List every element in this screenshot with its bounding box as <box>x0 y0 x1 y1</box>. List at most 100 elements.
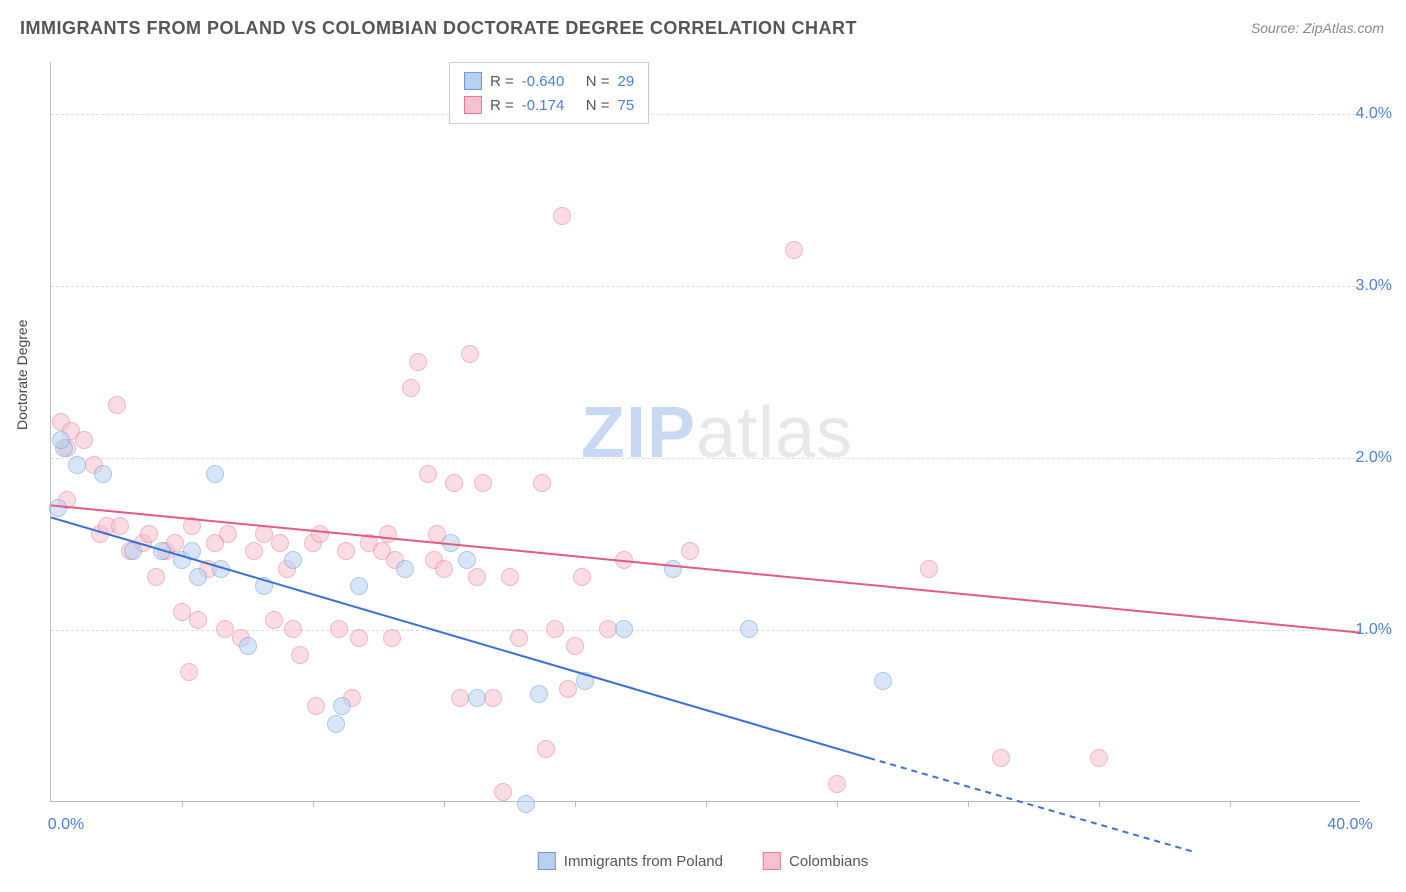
data-point <box>458 551 476 569</box>
x-tick <box>182 801 183 807</box>
data-point <box>124 542 142 560</box>
gridline-h <box>51 286 1360 287</box>
data-point <box>451 689 469 707</box>
chart-title: IMMIGRANTS FROM POLAND VS COLOMBIAN DOCT… <box>20 18 857 39</box>
data-point <box>75 431 93 449</box>
plot-area: ZIPatlas R = -0.640 N = 29 R = -0.174 N … <box>50 62 1360 802</box>
legend-row-colombians: R = -0.174 N = 75 <box>464 93 634 117</box>
data-point <box>419 465 437 483</box>
data-point <box>445 474 463 492</box>
data-point <box>1090 749 1108 767</box>
data-point <box>576 672 594 690</box>
data-point <box>216 620 234 638</box>
data-point <box>383 629 401 647</box>
x-tick <box>1230 801 1231 807</box>
data-point <box>330 620 348 638</box>
data-point <box>52 431 70 449</box>
data-point <box>409 353 427 371</box>
data-point <box>183 517 201 535</box>
data-point <box>402 379 420 397</box>
data-point <box>183 542 201 560</box>
data-point <box>147 568 165 586</box>
data-point <box>537 740 555 758</box>
gridline-h <box>51 114 1360 115</box>
data-point <box>153 542 171 560</box>
data-point <box>94 465 112 483</box>
data-point <box>468 568 486 586</box>
data-point <box>785 241 803 259</box>
legend-row-poland: R = -0.640 N = 29 <box>464 69 634 93</box>
data-point <box>615 551 633 569</box>
data-point <box>337 542 355 560</box>
data-point <box>49 499 67 517</box>
trend-lines <box>51 62 1360 801</box>
data-point <box>271 534 289 552</box>
data-point <box>546 620 564 638</box>
x-max-label: 40.0% <box>1327 816 1372 834</box>
data-point <box>517 795 535 813</box>
data-point <box>681 542 699 560</box>
data-point <box>992 749 1010 767</box>
data-point <box>219 525 237 543</box>
data-point <box>333 697 351 715</box>
data-point <box>874 672 892 690</box>
y-tick-label: 3.0% <box>1356 277 1392 295</box>
series-legend-poland: Immigrants from Poland <box>538 852 723 870</box>
legend-n-poland: 29 <box>618 73 635 90</box>
series-swatch-colombians <box>763 852 781 870</box>
data-point <box>212 560 230 578</box>
data-point <box>494 783 512 801</box>
x-tick <box>313 801 314 807</box>
data-point <box>435 560 453 578</box>
data-point <box>442 534 460 552</box>
data-point <box>510 629 528 647</box>
legend-r-colombians: -0.174 <box>522 97 578 114</box>
data-point <box>239 637 257 655</box>
trend-line <box>869 758 1196 853</box>
series-legend: Immigrants from Poland Colombians <box>538 852 868 870</box>
data-point <box>291 646 309 664</box>
data-point <box>327 715 345 733</box>
data-point <box>284 551 302 569</box>
data-point <box>284 620 302 638</box>
data-point <box>740 620 758 638</box>
data-point <box>173 603 191 621</box>
series-label-colombians: Colombians <box>789 853 868 870</box>
data-point <box>189 568 207 586</box>
correlation-legend: R = -0.640 N = 29 R = -0.174 N = 75 <box>449 62 649 124</box>
data-point <box>206 465 224 483</box>
data-point <box>920 560 938 578</box>
data-point <box>530 685 548 703</box>
data-point <box>533 474 551 492</box>
legend-r-label: R = <box>490 73 514 90</box>
data-point <box>265 611 283 629</box>
x-tick <box>968 801 969 807</box>
data-point <box>599 620 617 638</box>
data-point <box>501 568 519 586</box>
data-point <box>461 345 479 363</box>
data-point <box>68 456 86 474</box>
data-point <box>245 542 263 560</box>
data-point <box>396 560 414 578</box>
legend-swatch-colombians <box>464 96 482 114</box>
y-axis-label: Doctorate Degree <box>14 319 30 430</box>
watermark-zip: ZIP <box>581 393 696 473</box>
data-point <box>484 689 502 707</box>
series-label-poland: Immigrants from Poland <box>564 853 723 870</box>
legend-n-colombians: 75 <box>618 97 635 114</box>
data-point <box>664 560 682 578</box>
data-point <box>559 680 577 698</box>
x-tick <box>706 801 707 807</box>
series-swatch-poland <box>538 852 556 870</box>
series-legend-colombians: Colombians <box>763 852 868 870</box>
data-point <box>474 474 492 492</box>
data-point <box>111 517 129 535</box>
data-point <box>350 577 368 595</box>
data-point <box>468 689 486 707</box>
data-point <box>350 629 368 647</box>
data-point <box>255 525 273 543</box>
gridline-h <box>51 458 1360 459</box>
watermark: ZIPatlas <box>581 392 853 474</box>
legend-r-poland: -0.640 <box>522 73 578 90</box>
source-attribution: Source: ZipAtlas.com <box>1251 20 1384 36</box>
